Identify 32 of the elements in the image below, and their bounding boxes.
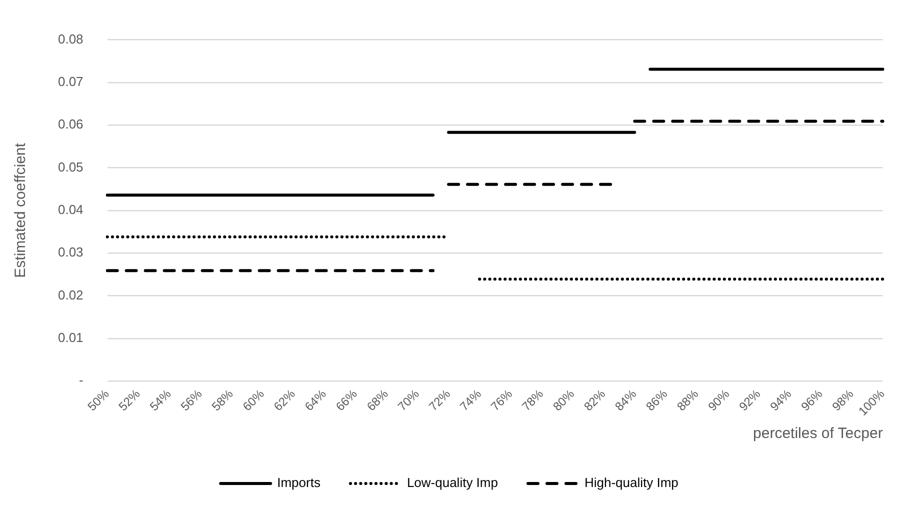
x-tick-label: 62%	[270, 386, 298, 414]
legend-label: Imports	[277, 475, 321, 490]
x-tick-label: 72%	[426, 386, 454, 414]
x-tick-label: 94%	[767, 386, 794, 414]
x-tick-label: 74%	[457, 386, 484, 414]
x-tick-label: 66%	[333, 386, 360, 414]
x-tick-label: 76%	[488, 386, 516, 414]
y-tick-label: 0.06	[58, 116, 84, 132]
y-tick-label: 0.04	[58, 202, 84, 218]
x-tick-label: 88%	[674, 386, 702, 414]
x-tick-label: 82%	[581, 386, 608, 414]
x-tick-label: 78%	[519, 386, 546, 414]
y-tick-label: 0.01	[58, 330, 84, 346]
y-tick-label: 0.07	[58, 74, 84, 90]
y-tick-label: -	[78, 372, 84, 388]
y-tick-label: 0.08	[58, 31, 84, 46]
x-tick-label: 64%	[302, 386, 330, 414]
x-tick-label: 60%	[240, 386, 268, 414]
x-axis-title: percetiles of Tecper	[753, 425, 883, 442]
y-tick-label: 0.02	[58, 287, 84, 302]
y-tick-label: 0.03	[58, 244, 84, 260]
x-tick-label: 86%	[643, 386, 670, 414]
y-axis-title: Estimated coeffcient	[12, 142, 30, 278]
x-tick-label: 80%	[550, 386, 578, 414]
x-tick-label: 68%	[364, 386, 392, 414]
x-tick-label: 70%	[395, 386, 422, 414]
legend-label: High-quality Imp	[584, 475, 678, 490]
x-tick-label: 92%	[736, 386, 764, 414]
x-tick-label: 90%	[705, 386, 732, 414]
legend-label: Low-quality Imp	[406, 475, 498, 490]
y-tick-label: 0.05	[58, 159, 84, 174]
x-tick-label: 84%	[612, 386, 640, 414]
